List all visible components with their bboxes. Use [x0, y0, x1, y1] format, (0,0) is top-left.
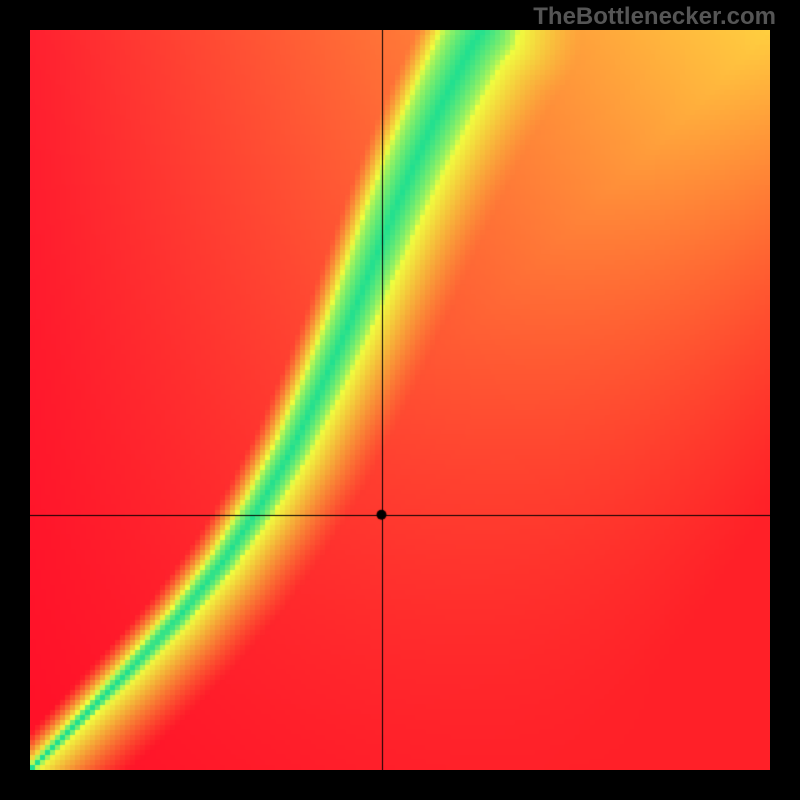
attribution-label: TheBottlenecker.com [533, 3, 776, 31]
chart-container: TheBottlenecker.com [0, 0, 800, 800]
heatmap-canvas [30, 30, 770, 770]
